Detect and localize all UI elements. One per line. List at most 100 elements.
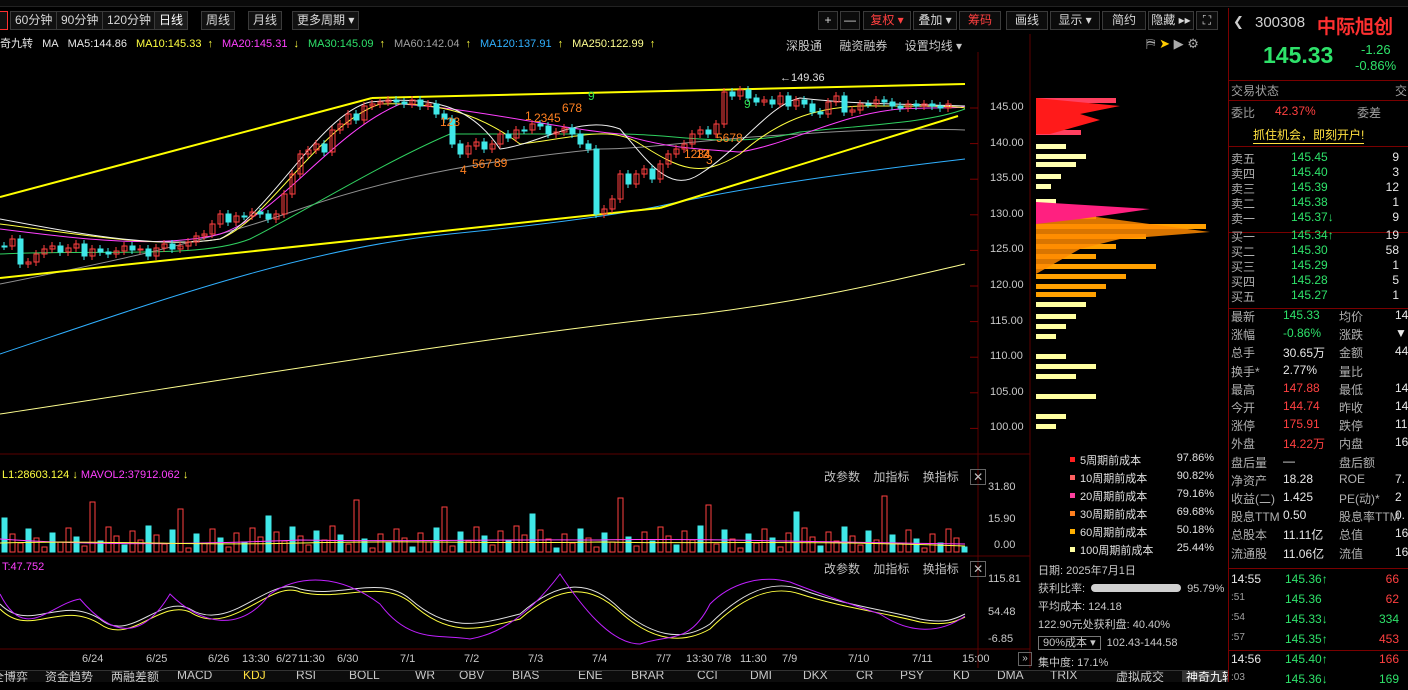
stat-label-2: 量比: [1339, 364, 1364, 379]
fullscreen-icon[interactable]: ⛶: [1196, 11, 1218, 30]
tick-time: :54: [1231, 612, 1245, 623]
zoom-in-button[interactable]: +: [818, 11, 838, 30]
ma20-value: MA20:145.31: [222, 38, 288, 50]
fuquan-dropdown[interactable]: 复权 ▾: [863, 11, 911, 30]
upper-trendline-right: [371, 83, 966, 99]
indicator-tab[interactable]: BRAR: [631, 670, 665, 682]
indicator-tab[interactable]: KD: [953, 670, 970, 682]
legend-swatch: [1070, 547, 1075, 552]
indicator-name: 奇九转: [0, 38, 33, 50]
margin-link[interactable]: 融资融券: [839, 39, 888, 53]
draw-line-button[interactable]: 画线: [1006, 11, 1048, 30]
indicator-tab[interactable]: BIAS: [512, 670, 540, 682]
indicator-tab[interactable]: 全博弈: [0, 670, 29, 682]
indicator-tab[interactable]: BOLL: [349, 670, 380, 682]
quote-panel: ❮ 300308 中际旭创 145.33 -1.26 -0.86% 交易状态交 …: [1228, 8, 1408, 686]
bids-price: 145.28: [1291, 273, 1328, 287]
scroll-right-icon[interactable]: »: [1018, 652, 1032, 666]
period-60min[interactable]: 60分钟: [10, 11, 58, 30]
price-change: -1.26: [1361, 42, 1391, 57]
indicator-tab[interactable]: DMA: [997, 670, 1024, 682]
tick-volume: 169: [1378, 672, 1399, 686]
zoom-out-button[interactable]: —: [840, 11, 860, 30]
asks-row[interactable]: 卖一 145.37↓ 9: [1229, 210, 1408, 226]
indicator-tab[interactable]: PSY: [900, 670, 925, 682]
indicator-tab[interactable]: 神奇九转: [1182, 671, 1228, 682]
period-90min[interactable]: 90分钟: [56, 11, 104, 30]
indicator-tab[interactable]: 两融差额: [111, 670, 160, 682]
indicator-tab[interactable]: RSI: [296, 670, 317, 682]
cursor-icon[interactable]: ➤: [1159, 36, 1170, 51]
indicator-tab[interactable]: TRIX: [1050, 670, 1078, 682]
indicator-tab[interactable]: MACD: [177, 670, 213, 682]
indicator-tab[interactable]: KDJ: [243, 670, 266, 682]
stat-label: 总股本: [1231, 528, 1268, 543]
stat-value: 0.50: [1283, 508, 1307, 523]
settings-gear-icon[interactable]: ⚙: [1187, 36, 1199, 51]
vol-swap-indicator-link[interactable]: 换指标: [922, 470, 959, 484]
indicator-tab[interactable]: ENE: [578, 670, 603, 682]
back-arrow-icon[interactable]: ❮: [1233, 14, 1244, 29]
chips-button[interactable]: 筹码: [959, 11, 1001, 30]
vol-close-icon[interactable]: ✕: [970, 469, 987, 485]
period-active-marker[interactable]: ι: [0, 11, 8, 30]
bids-row[interactable]: 买五 145.27 1: [1229, 288, 1408, 304]
stat-value: 18.28: [1283, 471, 1314, 486]
date-tick-label: 15:00: [962, 653, 990, 665]
indicator-tab[interactable]: CR: [856, 670, 874, 682]
stat-value: 30.65万: [1283, 346, 1326, 361]
tick-time: :03: [1231, 672, 1245, 683]
period-monthly[interactable]: 月线: [248, 11, 283, 30]
price-tick-label: 145.00: [990, 101, 1024, 113]
bids-row[interactable]: 买二 145.30 58: [1229, 243, 1408, 259]
indicator-tab[interactable]: DKX: [803, 670, 828, 682]
display-dropdown[interactable]: 显示 ▾: [1050, 11, 1100, 30]
indicator-tab[interactable]: WR: [415, 670, 435, 682]
period-daily[interactable]: 日线: [154, 11, 189, 30]
asks-row[interactable]: 卖四 145.40 3: [1229, 165, 1408, 181]
period-toolbar: ι 60分钟 90分钟 120分钟 日线 周线 月线 更多周期 ▾ + — 复权…: [0, 8, 1228, 32]
indicator-tab[interactable]: DMI: [750, 670, 772, 682]
period-120min[interactable]: 120分钟: [102, 11, 157, 30]
bids-row[interactable]: 买一 145.34↑ 19: [1229, 228, 1408, 244]
asks-row[interactable]: 卖五 145.45 9: [1229, 150, 1408, 166]
indicator-tab[interactable]: 资金趋势: [45, 670, 94, 682]
overlay-dropdown[interactable]: 叠加 ▾: [913, 11, 957, 30]
tick-row: :54 145.33↓ 334: [1229, 612, 1408, 630]
kdj-swap-indicator-link[interactable]: 换指标: [922, 562, 959, 576]
indicator-tab[interactable]: CCI: [697, 670, 718, 682]
bids-row[interactable]: 买三 145.29 1: [1229, 258, 1408, 274]
indicator-tab[interactable]: OBV: [459, 670, 485, 682]
last-price: 145.33: [1263, 42, 1334, 68]
asks-row[interactable]: 卖三 145.39 12: [1229, 180, 1408, 196]
period-weekly[interactable]: 周线: [201, 11, 236, 30]
indicator-tab[interactable]: 虚拟成交: [1116, 670, 1165, 682]
price-tick-label: 130.00: [990, 207, 1024, 220]
play-icon[interactable]: ▶: [1173, 36, 1184, 51]
date-tick-label: 6/25: [146, 653, 168, 665]
ma120-value: MA120:137.91: [480, 38, 552, 50]
tick-time: :57: [1231, 632, 1245, 643]
asks-label: 卖四: [1231, 167, 1256, 181]
period-more-dropdown[interactable]: 更多周期 ▾: [292, 11, 360, 30]
hide-panel-button[interactable]: 隐藏 ▸▸: [1148, 11, 1194, 30]
kdj-edit-params-link[interactable]: 改参数: [824, 562, 861, 576]
kdj-tick-low: -6.85: [988, 633, 1014, 645]
ma-settings-link[interactable]: 设置均线 ▾: [904, 39, 963, 53]
vol-add-indicator-link[interactable]: 加指标: [873, 470, 910, 484]
kdj-add-indicator-link[interactable]: 加指标: [873, 562, 910, 576]
high-price-label: ←149.36: [780, 72, 825, 84]
kdj-close-icon[interactable]: ✕: [970, 561, 987, 577]
stat-row: 总股本 11.11亿 总值 16: [1229, 526, 1408, 544]
cost-percent-select[interactable]: 90%成本 ▾: [1038, 636, 1101, 650]
bids-row[interactable]: 买四 145.28 5: [1229, 273, 1408, 289]
simple-mode-button[interactable]: 简约: [1102, 11, 1146, 30]
asks-row[interactable]: 卖二 145.38 1: [1229, 195, 1408, 211]
bids-label: 买一: [1231, 230, 1256, 244]
shgt-link[interactable]: 深股通: [786, 39, 823, 53]
open-account-link[interactable]: 抓住机会，即刻开户!: [1253, 128, 1365, 144]
stat-label-2: 内盘: [1339, 437, 1364, 452]
vol-edit-params-link[interactable]: 改参数: [824, 470, 861, 484]
chip-tool-icon[interactable]: ⛿: [1146, 36, 1156, 51]
